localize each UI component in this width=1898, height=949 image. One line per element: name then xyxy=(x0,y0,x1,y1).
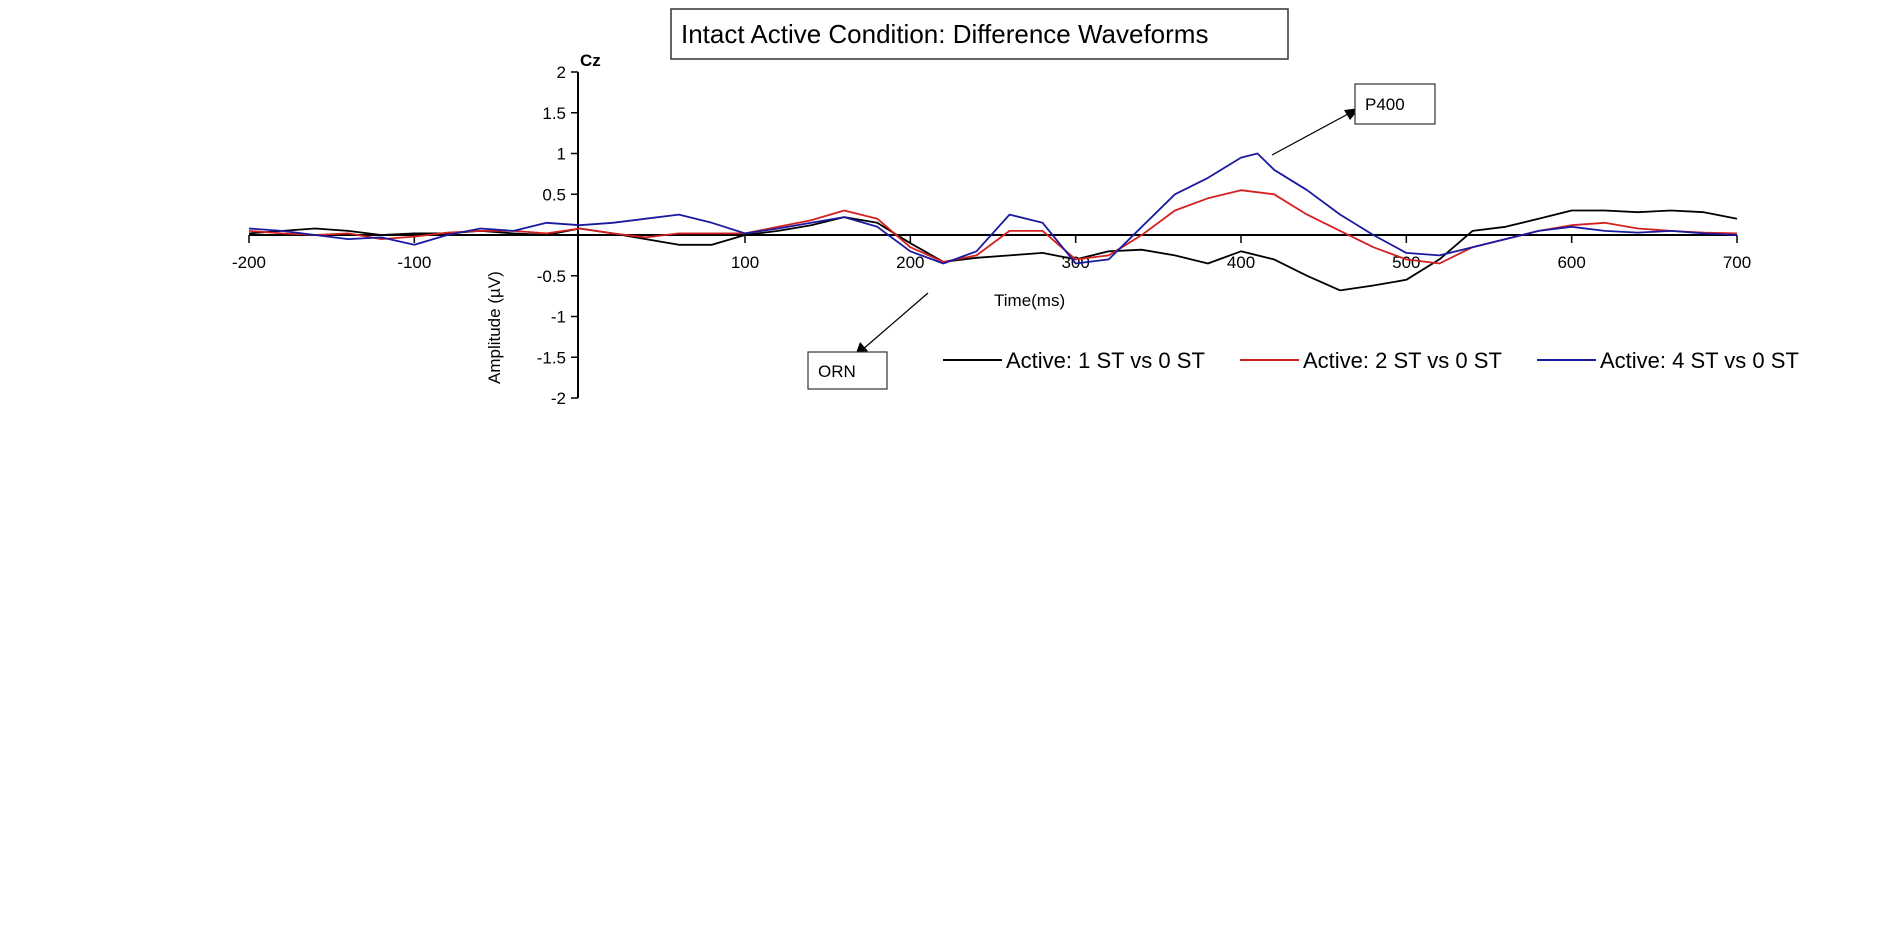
series-line-1 xyxy=(248,209,1738,292)
y-axis-label: Amplitude (µV) xyxy=(485,271,504,384)
y-tick-label: 0.5 xyxy=(542,185,566,204)
x-tick-label: 500 xyxy=(1392,253,1420,272)
y-tick-label: -0.5 xyxy=(537,267,566,286)
y-tick-label: 2 xyxy=(557,63,566,82)
y-tick-label: 1.5 xyxy=(542,104,566,123)
series-lines xyxy=(248,152,1738,292)
legend-label-4st: Active: 4 ST vs 0 ST xyxy=(1600,348,1799,373)
series-line-2 xyxy=(248,189,1738,265)
series-line-3 xyxy=(248,152,1738,265)
orn-label-box xyxy=(807,351,888,390)
x-tick-label: -100 xyxy=(397,253,431,272)
chart-title: Intact Active Condition: Difference Wave… xyxy=(681,19,1208,49)
y-tick-label: -1.5 xyxy=(537,348,566,367)
x-tick-label: 400 xyxy=(1227,253,1255,272)
p400-label: P400 xyxy=(1365,95,1405,114)
chart-title-box xyxy=(670,8,1289,60)
legend-label-1st: Active: 1 ST vs 0 ST xyxy=(1006,348,1205,373)
x-tick-label: -200 xyxy=(232,253,266,272)
y-tick-label: -1 xyxy=(551,308,566,327)
x-tick-label: 600 xyxy=(1557,253,1585,272)
x-tick-label: 100 xyxy=(731,253,759,272)
x-tick-label: 700 xyxy=(1723,253,1751,272)
x-tick-label: 200 xyxy=(896,253,924,272)
legend: Active: 1 ST vs 0 ST Active: 2 ST vs 0 S… xyxy=(943,348,1799,373)
channel-label: Cz xyxy=(580,51,601,70)
y-tick-label: -2 xyxy=(551,389,566,408)
y-tick-label: 1 xyxy=(557,145,566,164)
p400-label-box xyxy=(1354,83,1436,125)
axis-ticks: -200 -100 100 200 300 400 500 600 70021.510.5-0.… xyxy=(232,63,1751,408)
p400-arrow-line xyxy=(1271,113,1349,156)
x-axis-label: Time(ms) xyxy=(994,291,1065,310)
legend-label-2st: Active: 2 ST vs 0 ST xyxy=(1303,348,1502,373)
orn-arrow-line xyxy=(861,292,929,351)
orn-label: ORN xyxy=(818,362,856,381)
